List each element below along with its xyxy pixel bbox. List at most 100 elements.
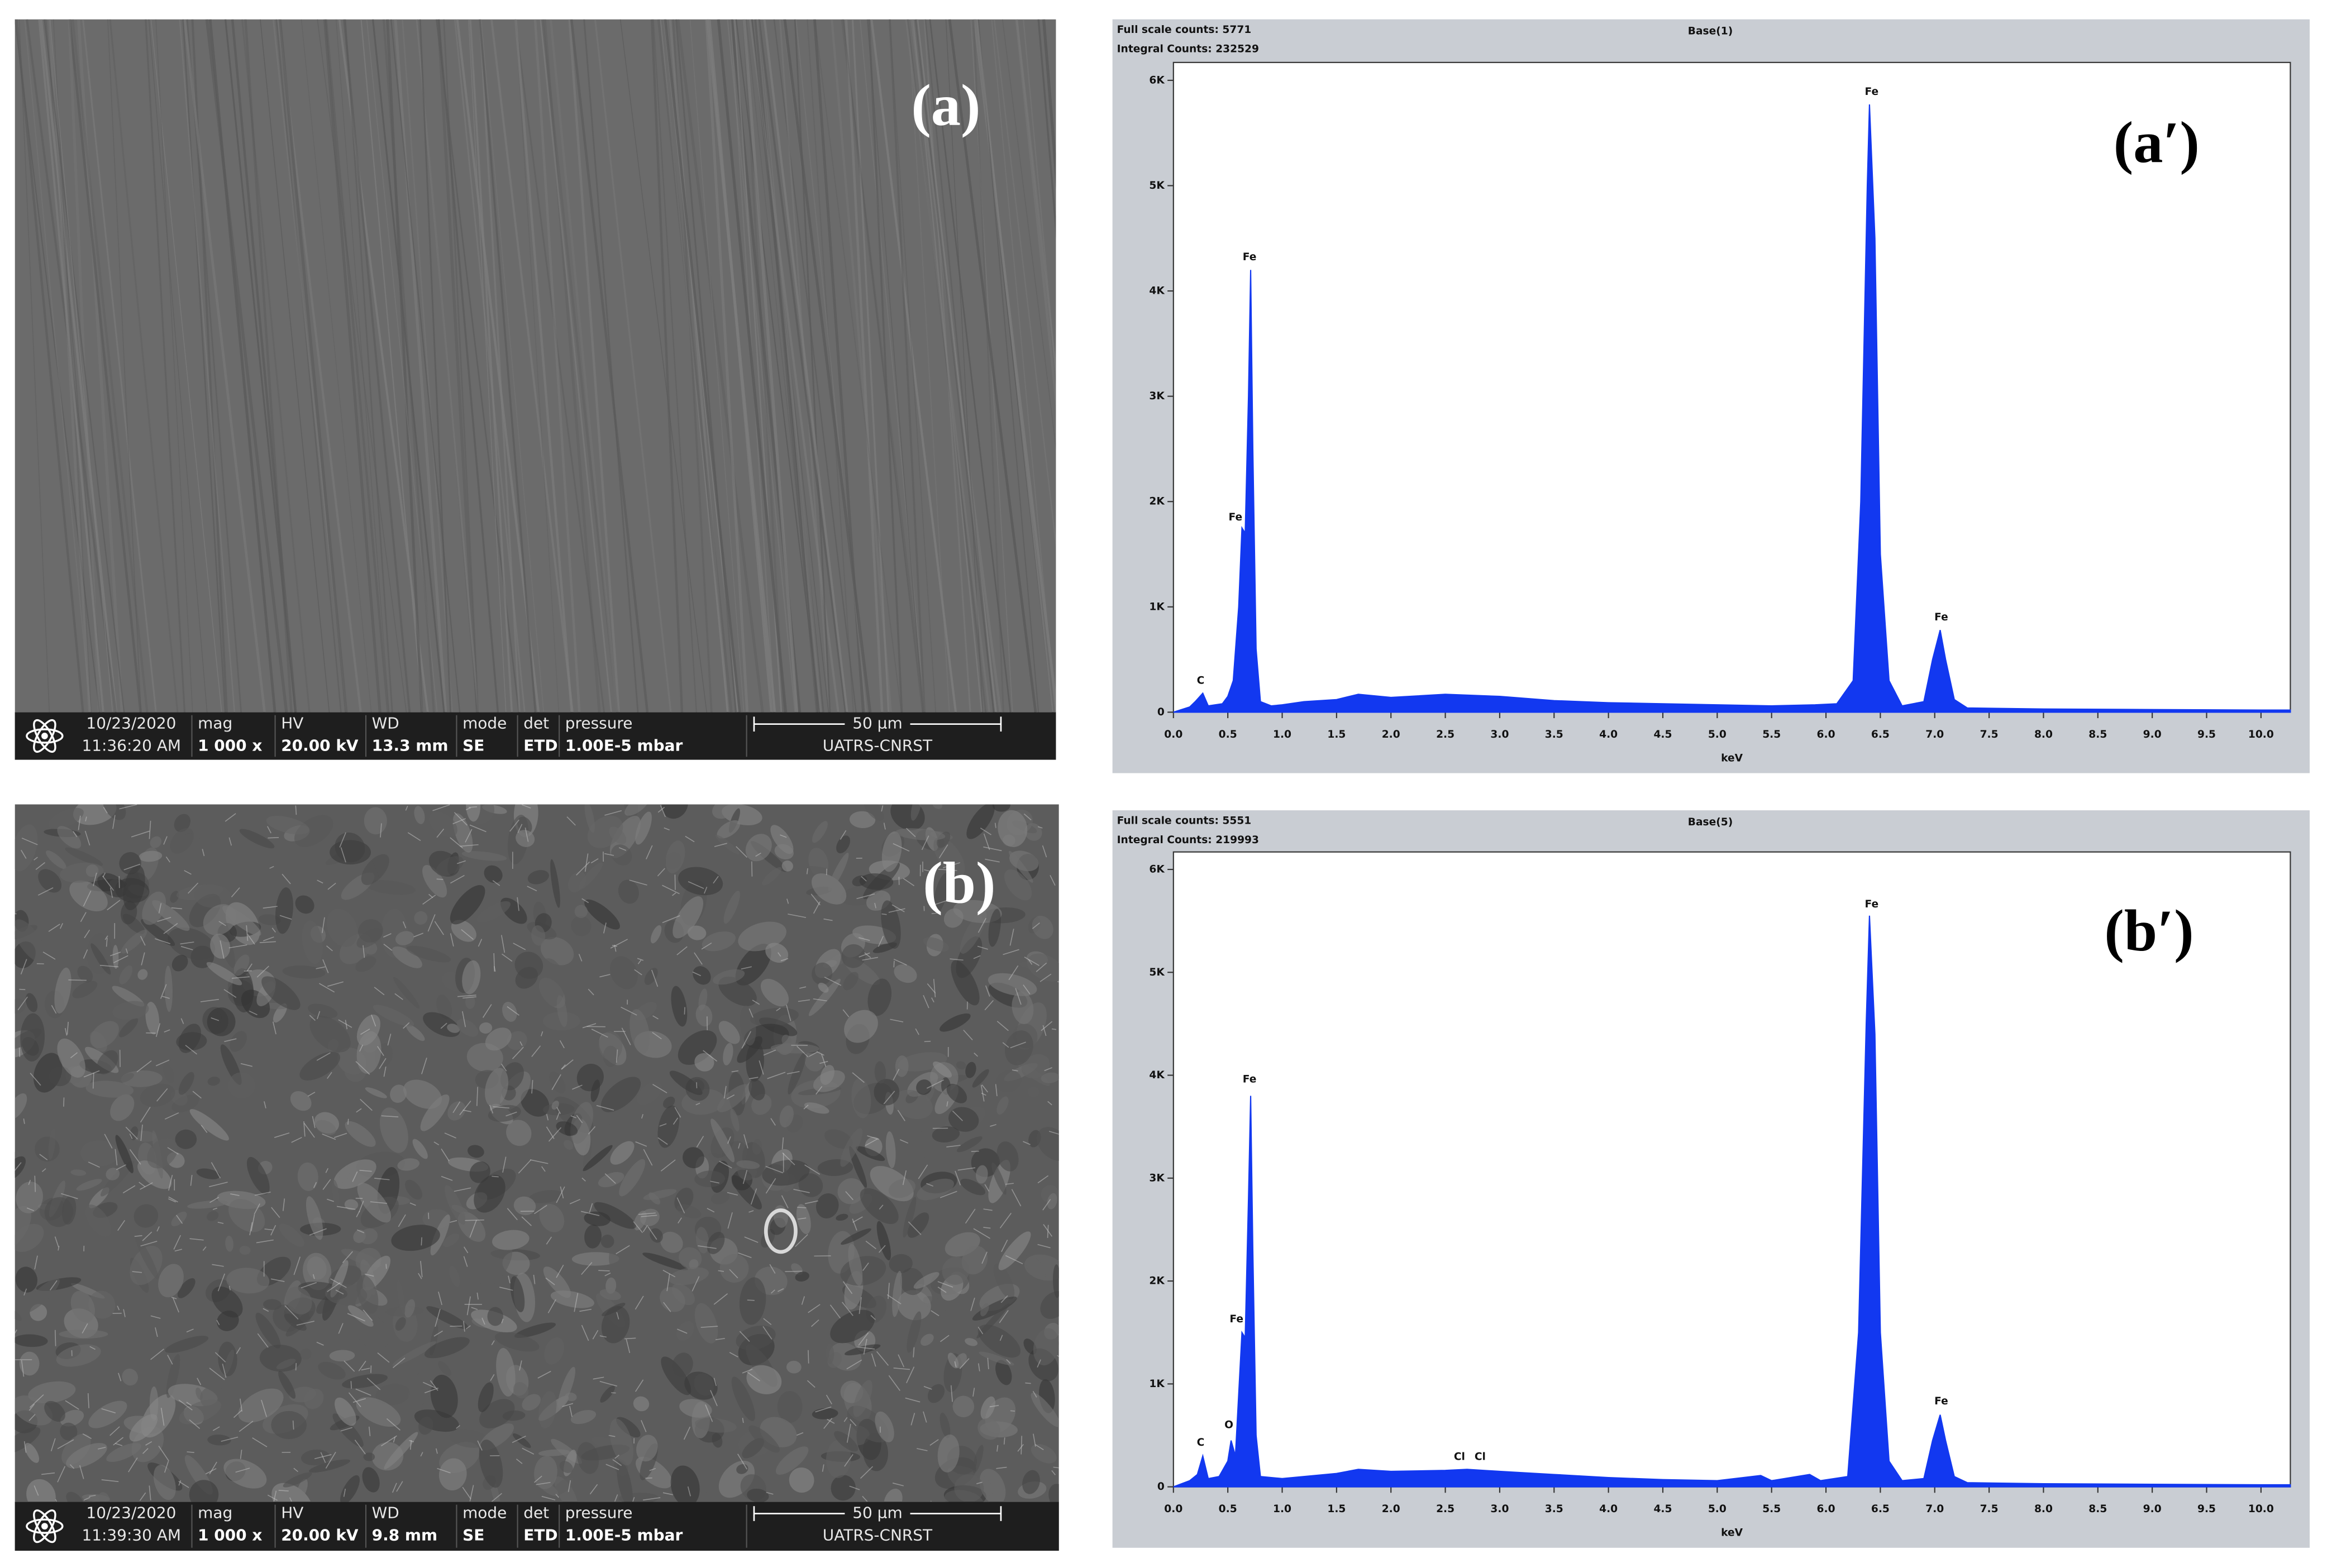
grain xyxy=(295,895,314,914)
grain xyxy=(584,899,620,930)
texture xyxy=(940,1335,950,1342)
grain xyxy=(690,1079,705,1093)
grain xyxy=(171,954,188,972)
scratch xyxy=(515,19,560,713)
scratch xyxy=(231,19,297,713)
grain xyxy=(895,1055,909,1077)
texture xyxy=(522,1447,535,1455)
grain xyxy=(230,1031,247,1052)
texture xyxy=(531,1080,533,1094)
texture xyxy=(64,1027,68,1036)
grain xyxy=(76,1179,102,1191)
texture xyxy=(201,1125,208,1133)
field-name: pressure xyxy=(565,714,633,733)
texture xyxy=(876,1351,889,1366)
texture xyxy=(502,1156,507,1173)
y-tick-label: 4K xyxy=(1149,285,1165,297)
texture xyxy=(140,1182,153,1190)
texture xyxy=(741,966,752,970)
grain xyxy=(956,1136,983,1153)
grain xyxy=(1033,1328,1059,1366)
texture xyxy=(102,876,115,891)
grain xyxy=(671,986,688,1027)
texture xyxy=(284,1305,299,1320)
y-tick-label: 5K xyxy=(1149,967,1165,978)
texture xyxy=(524,827,529,842)
texture xyxy=(813,901,821,914)
texture xyxy=(652,1032,662,1040)
grain xyxy=(889,1254,913,1273)
grain xyxy=(630,1009,650,1054)
texture xyxy=(931,997,934,1003)
grain xyxy=(194,884,231,908)
grain xyxy=(187,1200,228,1209)
texture xyxy=(452,1101,461,1113)
texture xyxy=(710,1180,719,1184)
texture xyxy=(938,844,948,859)
texture xyxy=(533,1475,542,1483)
texture xyxy=(118,876,120,888)
grain xyxy=(294,815,333,847)
texture xyxy=(83,1497,90,1501)
texture xyxy=(303,1122,315,1138)
texture xyxy=(492,880,500,886)
texture xyxy=(610,939,628,949)
texture xyxy=(249,1222,253,1236)
texture xyxy=(83,949,88,959)
grain xyxy=(344,1199,359,1211)
texture xyxy=(325,1168,329,1173)
texture xyxy=(999,1212,1012,1228)
texture xyxy=(923,1411,927,1423)
texture xyxy=(407,832,421,842)
texture xyxy=(156,1088,168,1102)
grain xyxy=(837,1178,865,1204)
texture xyxy=(977,1363,980,1371)
grain xyxy=(650,1228,663,1243)
grain xyxy=(465,995,475,1009)
peak-label: Fe xyxy=(1243,251,1257,263)
texture xyxy=(264,1228,273,1231)
texture xyxy=(363,945,365,958)
grain xyxy=(699,1469,710,1495)
grain xyxy=(995,1070,1022,1092)
texture xyxy=(84,929,90,939)
texture xyxy=(270,1225,276,1236)
texture xyxy=(546,1236,552,1245)
grain xyxy=(543,1266,571,1298)
grain xyxy=(49,1066,71,1087)
texture xyxy=(380,823,382,838)
texture xyxy=(23,1288,27,1296)
scratch xyxy=(977,19,1039,713)
grain xyxy=(556,1121,578,1136)
grain xyxy=(841,944,866,968)
field-value: SE xyxy=(462,737,484,755)
grain xyxy=(246,1156,270,1194)
grain xyxy=(998,810,1028,848)
grain xyxy=(424,1337,470,1359)
grain xyxy=(397,1279,406,1314)
grain xyxy=(15,998,26,1014)
texture xyxy=(527,886,537,892)
texture xyxy=(363,1309,373,1321)
grain xyxy=(748,1425,780,1453)
grain xyxy=(618,879,639,904)
grain xyxy=(38,869,62,893)
texture xyxy=(770,1118,776,1126)
x-tick-label: 1.0 xyxy=(1273,729,1291,740)
texture xyxy=(572,1084,583,1090)
texture xyxy=(1003,949,1019,955)
texture xyxy=(322,959,329,973)
field-value: 20.00 kV xyxy=(281,737,359,755)
scratch xyxy=(924,19,994,713)
texture xyxy=(593,1376,604,1380)
texture xyxy=(555,1494,560,1498)
texture xyxy=(905,828,916,838)
texture xyxy=(28,1414,36,1421)
field-name: HV xyxy=(281,1504,303,1522)
texture xyxy=(861,876,867,882)
texture xyxy=(660,1159,676,1172)
texture xyxy=(701,942,712,950)
texture xyxy=(596,1105,614,1111)
texture xyxy=(819,1060,828,1064)
grain xyxy=(15,1093,27,1120)
